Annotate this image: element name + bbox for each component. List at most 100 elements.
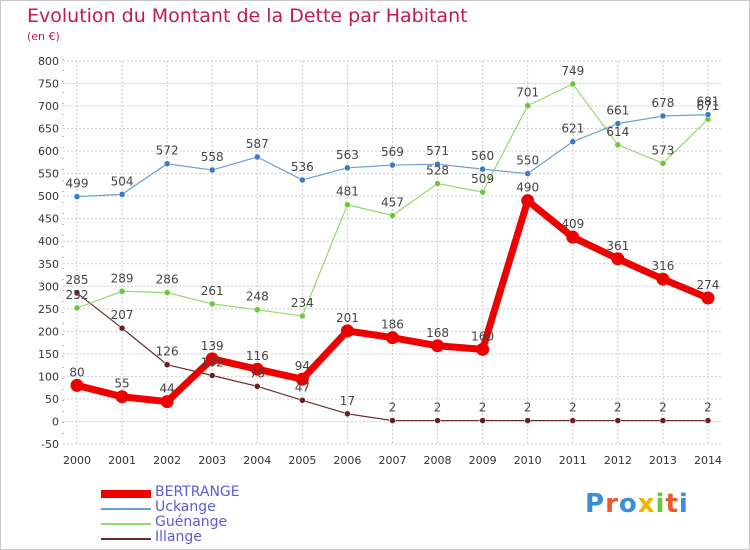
data-point (118, 324, 126, 332)
data-point (434, 417, 441, 424)
legend-label-illange: Illange (155, 529, 202, 545)
y-tick-label: 150 (38, 348, 59, 361)
data-point (701, 291, 715, 305)
y-tick-label: -50 (41, 438, 59, 451)
data-point (434, 180, 441, 187)
line-chart: -50 0 50 100 150 200 250 300 350 400 450 500 550 600 6… (38, 55, 722, 467)
data-label: 550 (516, 154, 539, 168)
data-label: 2 (614, 401, 622, 415)
data-label: 678 (651, 96, 674, 110)
data-label: 80 (69, 365, 84, 379)
y-tick-label: 250 (38, 303, 59, 316)
data-label: 2 (434, 401, 442, 415)
data-point (566, 230, 580, 244)
data-label: 2 (659, 401, 667, 415)
data-point (479, 417, 486, 424)
data-point (344, 164, 351, 172)
data-point (73, 193, 81, 200)
x-tick-label: 2003 (198, 454, 226, 467)
data-point (299, 397, 306, 404)
data-point (614, 120, 622, 127)
x-tick-label: 2001 (108, 454, 136, 467)
data-label: 621 (561, 122, 584, 136)
data-label: 2 (569, 401, 577, 415)
y-tick-label: 800 (38, 55, 59, 68)
x-tick-label: 2000 (63, 454, 91, 467)
x-tick-label: 2010 (514, 454, 542, 467)
data-point (479, 188, 486, 196)
data-label: 286 (156, 273, 179, 287)
data-point (118, 288, 126, 295)
data-point (434, 160, 441, 168)
y-tick-label: 450 (38, 213, 59, 226)
data-label: 681 (697, 95, 720, 109)
x-tick-label: 2005 (288, 454, 316, 467)
x-tick-label: 2004 (243, 454, 271, 467)
data-point (254, 153, 261, 161)
y-tick-label: 300 (38, 280, 59, 293)
data-label: 44 (159, 382, 174, 396)
data-label: 587 (246, 137, 269, 151)
data-label: 361 (606, 239, 629, 253)
data-point (476, 342, 490, 356)
data-point (295, 372, 309, 386)
data-point (118, 191, 126, 198)
x-tick-label: 2002 (153, 454, 181, 467)
data-label: 116 (246, 349, 269, 363)
data-label: 248 (246, 290, 269, 304)
x-tick-label: 2007 (378, 454, 406, 467)
x-tick-label: 2009 (469, 454, 497, 467)
data-label: 490 (516, 181, 539, 195)
y-tick-label: 100 (38, 370, 59, 383)
data-label: 139 (201, 339, 224, 353)
data-label: 614 (606, 125, 629, 139)
data-label: 571 (426, 144, 449, 158)
data-label: 409 (561, 217, 584, 231)
data-label: 504 (111, 174, 134, 188)
chart-title: Evolution du Montant de la Dette par Hab… (27, 5, 468, 27)
data-point (254, 383, 261, 390)
legend-swatch-bertrange (101, 490, 151, 498)
data-label: 126 (156, 345, 179, 359)
logo-letter: o (618, 489, 638, 519)
data-label: 47 (295, 380, 310, 394)
data-point (659, 112, 667, 120)
x-tick-label: 2012 (604, 454, 632, 467)
data-label: 289 (111, 271, 134, 285)
data-label: 499 (66, 177, 89, 191)
data-point (208, 166, 216, 174)
data-label: 207 (111, 308, 134, 322)
data-point (73, 289, 81, 297)
data-label: 671 (697, 99, 720, 113)
data-label: 55 (114, 377, 129, 391)
data-point (704, 417, 712, 424)
x-tick-label: 2006 (333, 454, 361, 467)
legend-item-illange: Illange (101, 529, 401, 546)
data-point (614, 141, 622, 149)
data-point (521, 194, 535, 208)
legend-label-guenange: Guénange (155, 514, 228, 530)
legend-label-uckange: Uckange (155, 499, 216, 515)
data-point (524, 417, 531, 424)
y-tick-label: 650 (38, 123, 59, 136)
y-tick-label: 0 (52, 415, 59, 428)
data-point (524, 170, 531, 177)
chart-subtitle: (en €) (27, 30, 60, 43)
x-tick-label: 2013 (649, 454, 677, 467)
legend-swatch-guenange (101, 523, 151, 525)
data-point (163, 289, 171, 296)
data-point (569, 138, 577, 145)
logo-letter: i (678, 489, 689, 519)
y-tick-label: 550 (38, 168, 59, 181)
data-point (205, 352, 219, 366)
data-point (656, 272, 670, 286)
data-point (611, 252, 625, 266)
data-point (524, 102, 531, 109)
data-point (115, 390, 129, 404)
data-label: 560 (471, 149, 494, 163)
data-label: 78 (250, 366, 265, 380)
data-label: 168 (426, 326, 449, 340)
data-label: 569 (381, 145, 404, 159)
data-label: 573 (651, 143, 674, 157)
